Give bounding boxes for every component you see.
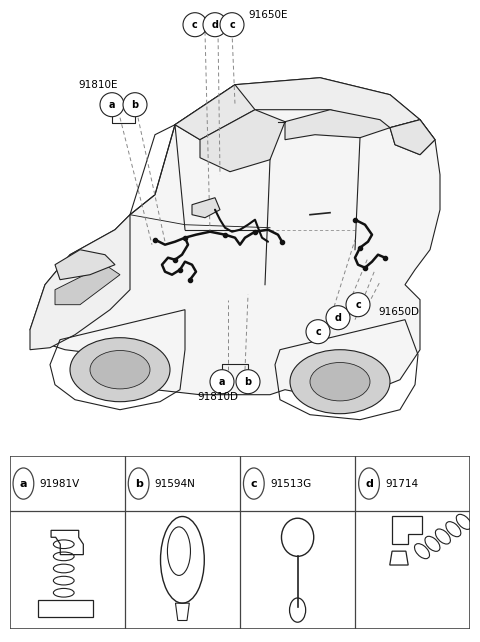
Circle shape [13, 468, 34, 499]
Ellipse shape [310, 363, 370, 401]
Polygon shape [200, 110, 285, 171]
Circle shape [220, 13, 244, 37]
Polygon shape [390, 119, 435, 155]
Polygon shape [30, 78, 440, 404]
Polygon shape [30, 214, 130, 350]
Text: a: a [109, 100, 115, 110]
Polygon shape [55, 250, 115, 280]
Circle shape [359, 468, 379, 499]
Text: 91810E: 91810E [78, 80, 118, 90]
Circle shape [183, 13, 207, 37]
Polygon shape [285, 110, 390, 140]
Text: d: d [212, 20, 218, 30]
Ellipse shape [290, 350, 390, 413]
Text: c: c [192, 20, 198, 30]
Polygon shape [175, 78, 420, 140]
Circle shape [210, 370, 234, 394]
Polygon shape [192, 198, 220, 218]
Circle shape [236, 370, 260, 394]
Text: 91650E: 91650E [248, 10, 288, 20]
Circle shape [326, 306, 350, 330]
Text: c: c [315, 327, 321, 336]
Text: 91650D: 91650D [378, 307, 419, 317]
Circle shape [346, 293, 370, 317]
Ellipse shape [70, 338, 170, 402]
Text: c: c [355, 300, 361, 309]
Text: c: c [229, 20, 235, 30]
Text: 91981V: 91981V [39, 478, 80, 489]
Text: a: a [219, 377, 225, 386]
Circle shape [203, 13, 227, 37]
Polygon shape [175, 85, 255, 140]
Circle shape [123, 92, 147, 117]
Polygon shape [55, 265, 120, 305]
Text: a: a [20, 478, 27, 489]
Text: 91810D: 91810D [197, 392, 239, 402]
Circle shape [100, 92, 124, 117]
Text: d: d [365, 478, 373, 489]
Text: 91714: 91714 [385, 478, 418, 489]
Text: d: d [335, 313, 341, 323]
Text: b: b [132, 100, 139, 110]
Circle shape [128, 468, 149, 499]
Text: b: b [244, 377, 252, 386]
Circle shape [306, 320, 330, 343]
Text: c: c [251, 478, 257, 489]
Circle shape [243, 468, 264, 499]
Ellipse shape [90, 351, 150, 389]
Text: b: b [135, 478, 143, 489]
Text: 91513G: 91513G [270, 478, 311, 489]
Polygon shape [390, 119, 435, 155]
Text: 91594N: 91594N [155, 478, 196, 489]
